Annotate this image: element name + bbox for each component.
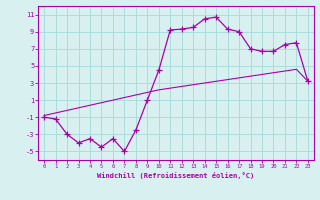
X-axis label: Windchill (Refroidissement éolien,°C): Windchill (Refroidissement éolien,°C)	[97, 172, 255, 179]
